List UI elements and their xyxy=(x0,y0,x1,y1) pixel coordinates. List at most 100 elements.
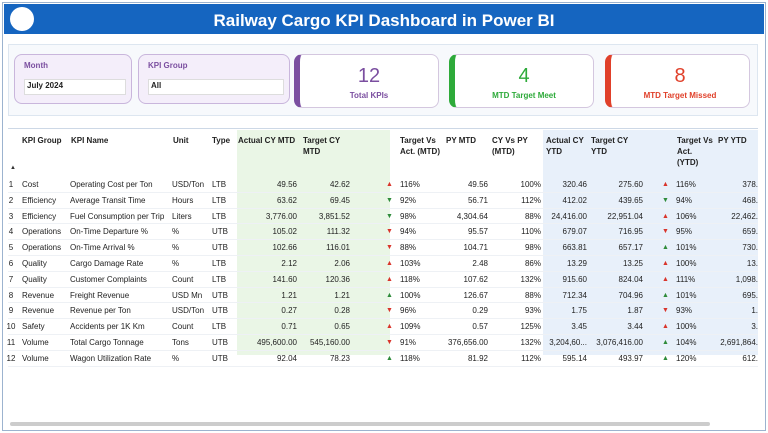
card-label: Total KPIs xyxy=(349,91,389,100)
table-cell: 13. xyxy=(746,259,758,268)
table-cell: 716.95 xyxy=(618,227,643,237)
status-icon: ▼ xyxy=(386,212,393,220)
table-cell: 94% xyxy=(676,195,693,205)
kpi-card: 8 MTD Target Missed xyxy=(605,54,750,108)
table-cell: 112% xyxy=(521,195,541,205)
table-cell: 132% xyxy=(520,338,541,347)
table-cell: Total Cargo Tonnage xyxy=(70,338,144,347)
table-cell: 0.28 xyxy=(334,306,350,316)
table-cell: 63.62 xyxy=(276,195,297,205)
table-cell: Count xyxy=(172,274,194,284)
table-cell: 101% xyxy=(676,243,697,253)
table-cell: 712.34 xyxy=(562,290,587,300)
table-cell: 102.66 xyxy=(272,243,297,253)
status-icon: ▲ xyxy=(386,275,393,283)
table-cell: 91% xyxy=(400,338,417,347)
table-cell: 1.21 xyxy=(334,290,350,300)
table-cell: 22,951.04 xyxy=(607,211,643,221)
table-cell: 118% xyxy=(400,274,420,284)
status-icon: ▼ xyxy=(662,228,669,236)
row-rule xyxy=(8,191,758,193)
status-icon: ▼ xyxy=(386,244,393,252)
status-icon: ▲ xyxy=(662,291,669,299)
title: Railway Cargo KPI Dashboard in Power BI xyxy=(213,11,555,30)
table-cell: 105.02 xyxy=(272,227,297,237)
table-cell: 378. xyxy=(742,180,758,189)
table-cell: 95% xyxy=(676,227,693,237)
table-cell: 81.92 xyxy=(467,353,488,363)
table-cell: 56.71 xyxy=(467,195,488,205)
table-cell: Freight Revenue xyxy=(70,290,130,300)
table-cell: % xyxy=(172,353,180,363)
column-header: Type xyxy=(212,136,231,145)
table-cell: 92.04 xyxy=(276,353,297,363)
table-cell: 376,656.00 xyxy=(447,338,488,347)
status-icon: ▲ xyxy=(662,354,669,362)
table-cell: 2.06 xyxy=(334,259,350,268)
table-cell: 98% xyxy=(524,243,541,253)
table-cell: 2 xyxy=(8,195,14,205)
table-cell: 4 xyxy=(8,227,14,237)
table-cell: 141.60 xyxy=(272,274,297,284)
table-cell: 1 xyxy=(8,180,14,189)
slicer[interactable]: KPI Group All xyxy=(138,54,290,104)
table-cell: 5 xyxy=(8,243,14,253)
slicer[interactable]: Month July 2024 xyxy=(14,54,132,104)
table-cell: 4,304.64 xyxy=(456,211,488,221)
table-cell: 104% xyxy=(676,338,697,347)
table-cell: Revenue xyxy=(22,290,55,300)
status-icon: ▼ xyxy=(386,339,393,346)
table-cell: 6 xyxy=(8,259,14,268)
table-cell: Volume xyxy=(22,338,49,347)
table-cell: 88% xyxy=(524,290,541,300)
column-header: Unit xyxy=(173,136,189,145)
table-cell: 107.62 xyxy=(463,274,488,284)
table-cell: Revenue xyxy=(22,306,55,316)
table-cell: 13.29 xyxy=(566,259,587,268)
card-value: 8 xyxy=(674,65,686,87)
status-icon: ▲ xyxy=(386,354,393,362)
table-cell: 120.36 xyxy=(325,274,350,284)
table-cell: 110% xyxy=(521,227,541,237)
table-cell: Operating Cost per Ton xyxy=(70,180,153,189)
table-cell: 275.60 xyxy=(618,180,643,189)
table-cell: 24,416.00 xyxy=(551,211,587,221)
table-cell: % xyxy=(172,259,180,268)
table-cell: 493.97 xyxy=(618,353,643,363)
table-cell: Operations xyxy=(22,243,62,253)
card-value: 12 xyxy=(357,65,381,87)
table-cell: 0.65 xyxy=(334,322,350,332)
column-header: PY MTD xyxy=(446,136,477,145)
status-icon: ▼ xyxy=(662,196,669,204)
table-cell: 0.71 xyxy=(281,322,297,332)
status-icon: ▲ xyxy=(662,244,669,252)
table-cell: 1.75 xyxy=(571,306,587,316)
table-cell: 7 xyxy=(8,274,14,284)
status-icon: ▲ xyxy=(386,181,393,188)
table-cell: UTB xyxy=(212,306,228,316)
row-rule xyxy=(8,365,758,367)
column-header: Target CY YTD xyxy=(591,136,629,156)
table-cell: 12 xyxy=(6,353,16,363)
status-icon: ▲ xyxy=(662,339,669,346)
table-cell: 2.12 xyxy=(281,259,297,268)
table-cell: Average Transit Time xyxy=(70,195,146,205)
table-cell: 98% xyxy=(400,211,417,221)
table-cell: LTB xyxy=(212,322,227,332)
table-cell: USD Mn xyxy=(172,290,203,300)
column-header: Target Vs Act. (MTD) xyxy=(400,136,440,156)
ytd-band xyxy=(543,130,758,355)
table-cell: On-Time Departure % xyxy=(70,227,148,237)
table-cell: 118% xyxy=(400,353,420,363)
table-cell: 111% xyxy=(676,274,696,284)
table-cell: 69.45 xyxy=(329,195,350,205)
column-header: KPI Group xyxy=(22,136,62,145)
table-cell: 103% xyxy=(400,259,421,268)
table-cell: Accidents per 1K Km xyxy=(70,322,145,332)
table-cell: Liters xyxy=(172,211,192,221)
table-cell: 3. xyxy=(751,322,758,332)
table-cell: UTB xyxy=(212,338,228,347)
table-cell: UTB xyxy=(212,243,228,253)
column-header: Target CY MTD xyxy=(303,136,341,156)
table-cell: 88% xyxy=(524,211,541,221)
